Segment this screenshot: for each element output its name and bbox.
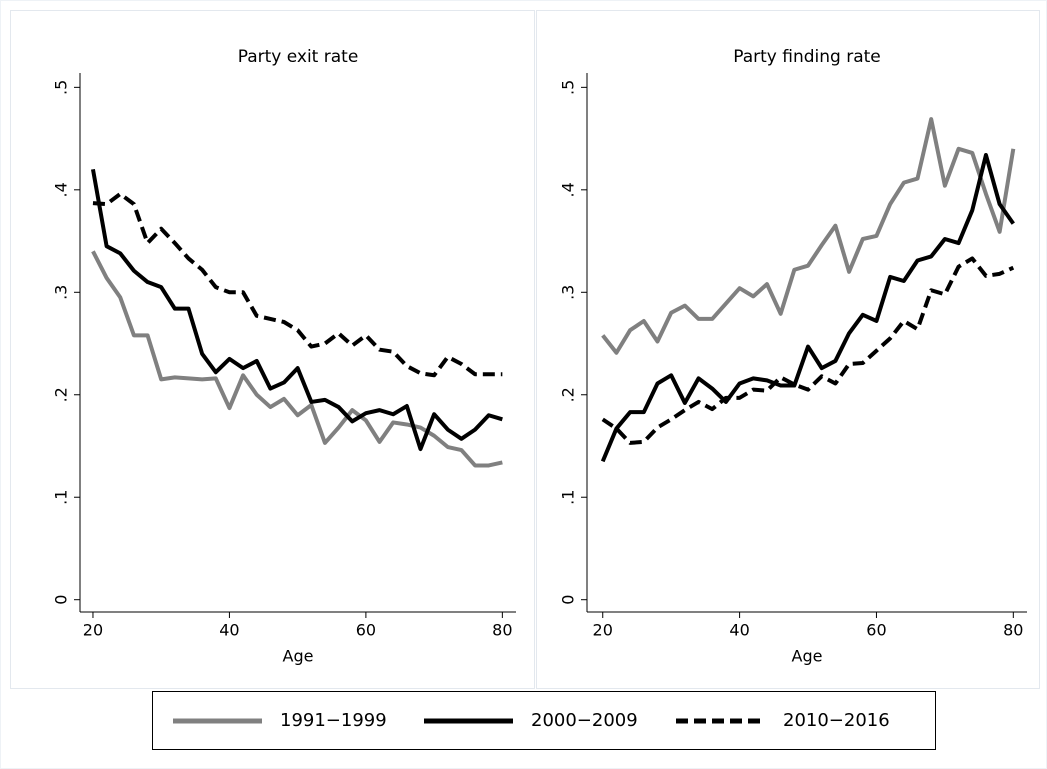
panel-title: Party finding rate xyxy=(733,47,881,67)
y-tick-label: .3 xyxy=(559,285,578,300)
x-tick-label: 20 xyxy=(593,621,613,640)
y-tick-label: .5 xyxy=(559,80,578,95)
legend-label: 2000−2009 xyxy=(531,710,638,731)
y-tick-label: .4 xyxy=(52,182,71,197)
y-tick-label: .1 xyxy=(559,490,578,505)
x-tick-label: 60 xyxy=(356,621,376,640)
x-tick-label: 60 xyxy=(866,621,886,640)
y-tick-label: .4 xyxy=(559,182,578,197)
x-tick-label: 40 xyxy=(729,621,749,640)
data-line xyxy=(90,168,503,452)
y-tick-label: .1 xyxy=(52,490,71,505)
x-tick-label: 80 xyxy=(492,621,512,640)
panel-title: Party exit rate xyxy=(238,47,359,67)
x-tick-label: 80 xyxy=(1003,621,1023,640)
x-axis-label: Age xyxy=(283,647,314,666)
y-tick-label: 0 xyxy=(52,595,71,605)
data-line xyxy=(601,256,1015,445)
data-line xyxy=(92,191,503,378)
y-tick-label: .3 xyxy=(52,285,71,300)
x-tick-label: 20 xyxy=(83,621,103,640)
y-tick-label: .2 xyxy=(559,387,578,402)
x-tick-label: 40 xyxy=(219,621,239,640)
x-axis-label: Age xyxy=(792,647,823,666)
legend-label: 2010−2016 xyxy=(783,710,890,731)
y-tick-label: .5 xyxy=(52,80,71,95)
data-line xyxy=(600,152,1015,463)
data-line xyxy=(601,117,1016,355)
legend-label: 1991−1999 xyxy=(280,710,387,731)
panel-border xyxy=(10,10,535,689)
legend-box xyxy=(152,691,936,750)
y-tick-label: 0 xyxy=(559,595,578,605)
panel-border xyxy=(536,10,1040,689)
data-line xyxy=(91,250,503,468)
y-tick-label: .2 xyxy=(52,387,71,402)
